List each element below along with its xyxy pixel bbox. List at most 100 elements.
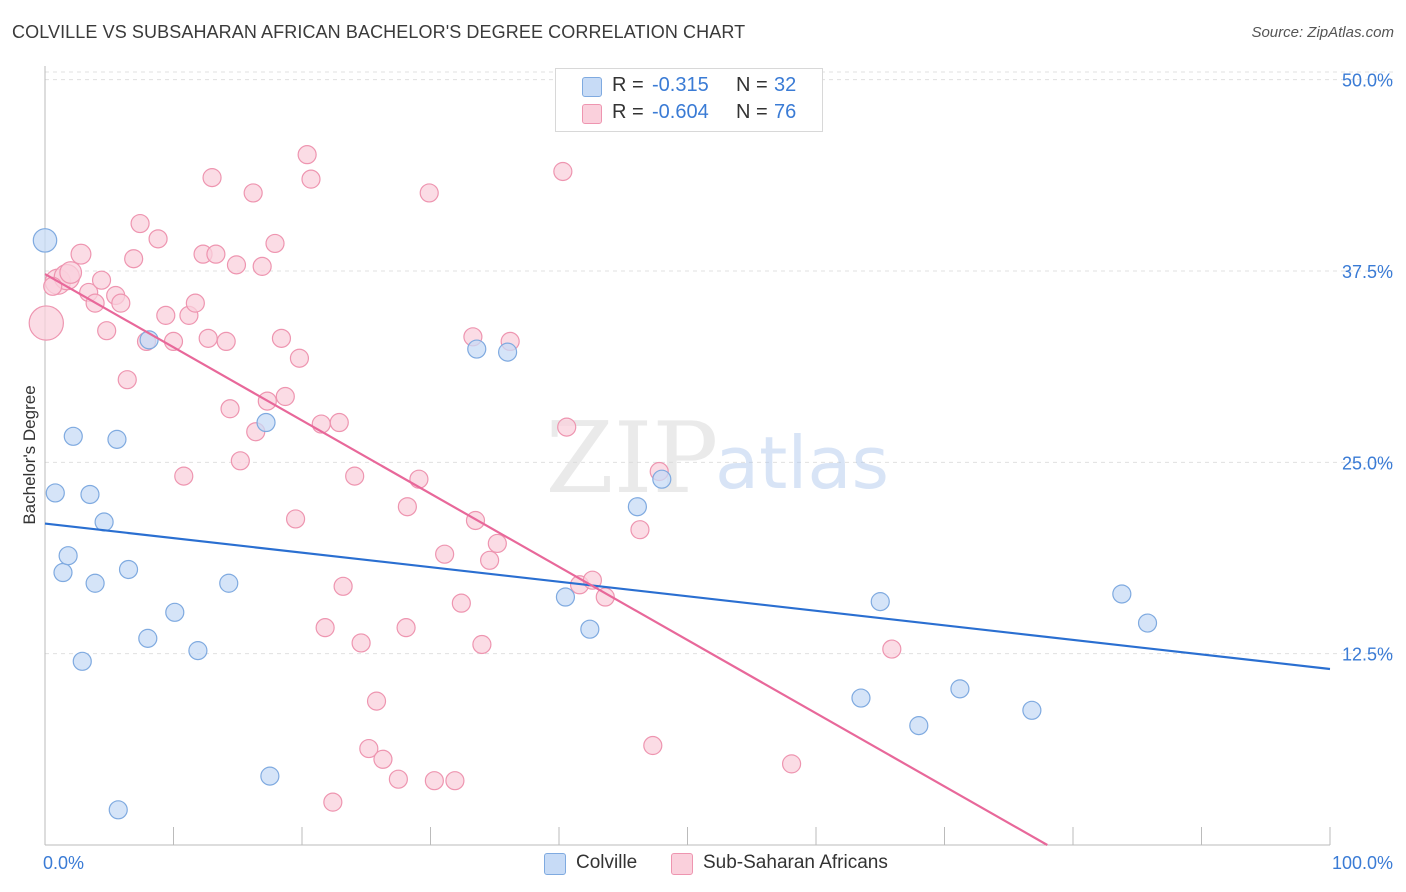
n-value: 76 (774, 101, 797, 123)
legend-label: Colville (576, 852, 638, 873)
colville-point (467, 339, 487, 359)
sub-saharan-point (216, 331, 236, 352)
sub-saharan-point (557, 417, 577, 437)
sub-saharan-point (285, 509, 306, 529)
source-label: Source: ZipAtlas.com (1251, 24, 1394, 41)
chart-title: COLVILLE VS SUBSAHARAN AFRICAN BACHELOR'… (12, 22, 746, 42)
sub-saharan-point (220, 399, 240, 419)
colville-trend-line (44, 522, 1331, 671)
sub-saharan-point (388, 769, 408, 789)
sub-saharan-point (396, 618, 416, 638)
sub-saharan-point (202, 168, 222, 188)
tick-labels: 12.5% 25.0% 37.5% 50.0% 0.0% 100.0% (43, 71, 1393, 873)
sub-saharan-point (230, 451, 250, 471)
series-legend: Colville Sub-Saharan Africans (0, 852, 1406, 878)
sub-saharan-point (252, 256, 272, 276)
y-tick-label: 25.0% (1342, 453, 1393, 473)
sub-saharan-point (424, 771, 444, 791)
x-tick-label: 0.0% (43, 853, 84, 873)
sub-saharan-point (451, 593, 471, 613)
colville-point (58, 546, 78, 566)
sub-saharan-point (275, 386, 295, 407)
watermark-atlas: atlas (715, 421, 889, 505)
y-tick-label: 50.0% (1342, 71, 1393, 91)
y-tick-label: 12.5% (1342, 645, 1393, 665)
sub-saharan-point (781, 754, 802, 774)
sub-saharan-point (70, 243, 92, 265)
sub-saharan-point (315, 618, 335, 638)
sub-saharan-point (28, 305, 64, 341)
colville-point (260, 766, 280, 786)
sub-saharan-point (117, 370, 137, 390)
sub-saharan-point (480, 550, 500, 570)
watermark-zip: ZIP (546, 402, 719, 516)
sub-saharan-point (148, 229, 168, 249)
sub-saharan-point (59, 261, 83, 284)
colville-point (80, 484, 100, 505)
colville-point (909, 716, 929, 736)
colville-point (32, 228, 58, 253)
series-colville (32, 228, 1158, 820)
trend-lines (44, 273, 1331, 846)
sub-saharan-point (472, 634, 492, 655)
sub-saharan-swatch (671, 853, 693, 875)
r-label: R = (612, 101, 644, 123)
sub-saharan-point (630, 520, 650, 540)
sub-saharan-point (329, 412, 349, 433)
colville-point (219, 573, 239, 593)
sub-saharan-point (91, 270, 112, 290)
sub-saharan-point (111, 293, 131, 313)
colville-point (555, 587, 576, 607)
sub-saharan-point (419, 183, 439, 203)
sub-saharan-point (409, 469, 429, 489)
sub-saharan-point (124, 249, 144, 269)
colville-point (870, 592, 890, 612)
sub-saharan-point (345, 466, 365, 486)
colville-swatch (582, 77, 602, 97)
sub-saharan-point (301, 169, 321, 189)
sub-saharan-point (643, 735, 663, 756)
axes (44, 66, 1331, 846)
gridlines (45, 71, 1393, 655)
n-value: 32 (774, 74, 797, 96)
sub-saharan-point (271, 328, 292, 348)
sub-saharan-point (289, 348, 310, 368)
sub-saharan-point (445, 771, 465, 791)
colville-point (1137, 613, 1158, 633)
colville-point (45, 483, 65, 503)
sub-saharan-point (156, 305, 176, 325)
sub-saharan-point (397, 497, 417, 517)
sub-saharan-point (174, 466, 194, 486)
sub-saharan-point (333, 576, 353, 596)
colville-point (63, 426, 83, 446)
sub-saharan-trend-line (44, 273, 1048, 846)
r-label: R = (612, 74, 644, 96)
x-tick-label: 100.0% (1332, 853, 1393, 873)
sub-saharan-point (882, 639, 902, 659)
sub-saharan-point (553, 161, 573, 182)
sub-saharan-point (373, 749, 393, 769)
sub-saharan-point (435, 544, 455, 564)
sub-saharan-point (198, 328, 218, 348)
colville-point (118, 559, 139, 580)
sub-saharan-point (243, 183, 263, 203)
legend-label: Sub-Saharan Africans (703, 852, 888, 873)
colville-point (107, 429, 127, 449)
colville-point (72, 651, 92, 671)
n-label: N = (736, 101, 768, 123)
r-value: -0.604 (652, 101, 709, 123)
colville-point (85, 573, 105, 593)
sub-saharan-point (351, 633, 371, 653)
sub-saharan-point (297, 145, 317, 165)
stats-legend: R = -0.315 N = 32 R = -0.604 N = 76 (555, 68, 823, 132)
colville-point (950, 679, 970, 699)
colville-point (188, 641, 208, 661)
sub-saharan-point (359, 738, 379, 759)
sub-saharan-point (130, 213, 150, 234)
sub-saharan-point (185, 293, 205, 313)
colville-point (498, 342, 518, 362)
colville-point (165, 602, 185, 622)
sub-saharan-point (366, 691, 387, 711)
colville-point (108, 800, 128, 820)
